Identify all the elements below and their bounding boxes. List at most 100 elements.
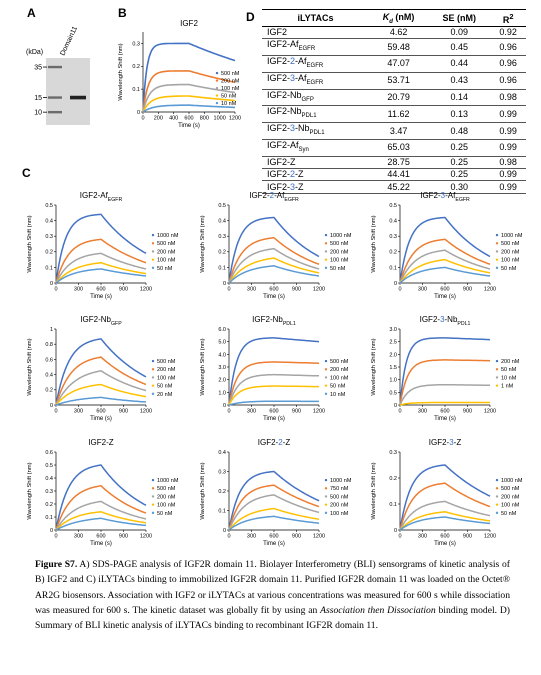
- legend-label: 1000 nM: [330, 233, 352, 239]
- series-line: [399, 500, 491, 531]
- x-tick-label: 900: [119, 534, 128, 540]
- legend-marker: [151, 376, 155, 379]
- series-line: [399, 511, 491, 531]
- y-tick-label: 1.0: [389, 378, 397, 384]
- table-row: IGF2-3-AfEGFR 53.71 0.43 0.96: [262, 72, 526, 90]
- y-tick-label: 0.5: [389, 203, 397, 209]
- y-tick-label: 0.2: [218, 250, 226, 256]
- table-row: IGF2-AfSyn 65.03 0.25 0.99: [262, 139, 526, 157]
- x-tick-label: 0: [54, 534, 57, 540]
- sds-page-gel: (kDa) Domain11 35 15 10: [26, 25, 90, 125]
- row-r2: 0.99: [490, 139, 526, 157]
- chart-igf2-nb-pdl1: IGF2-NbPDL1 0 1.0 2.0 3.0 4.0 5.0 6.0 0 300 600 900…: [200, 315, 349, 422]
- x-tick-label: 600: [96, 534, 105, 540]
- row-ilytac-name: IGF2-2-AfEGFR: [262, 55, 370, 73]
- y-axis-label: Wavelength Shift (nm): [118, 43, 124, 100]
- x-tick-label: 0: [54, 409, 57, 415]
- legend-marker: [151, 384, 155, 387]
- series-line: [142, 70, 236, 113]
- x-axis-label: Time (s): [263, 294, 285, 300]
- legend-marker: [495, 478, 499, 482]
- series-line: [55, 464, 147, 531]
- y-tick-label: 0.2: [132, 64, 140, 70]
- legend-marker: [324, 250, 328, 253]
- series-line: [228, 265, 320, 284]
- legend-label: 50 nM: [501, 367, 517, 373]
- chart-title: IGF2-2-AfEGFR: [249, 191, 299, 203]
- legend-marker: [495, 266, 499, 270]
- series-line: [228, 337, 320, 406]
- legend-marker: [324, 266, 328, 270]
- row-kd: 65.03: [369, 139, 429, 157]
- y-tick-label: 2.0: [389, 352, 397, 358]
- y-axis-label: Wavelength Shift (nm): [27, 215, 33, 272]
- legend-marker: [215, 86, 219, 90]
- y-tick-label: 0.2: [45, 250, 53, 256]
- figure-caption: Figure S7. A) SDS-PAGE analysis of IGF2R…: [35, 557, 510, 633]
- series-line: [55, 261, 147, 284]
- legend-marker: [324, 359, 328, 363]
- header-kd-unit: (nM): [392, 11, 415, 22]
- table-row: IGF2-AfEGFR 59.48 0.45 0.96: [262, 38, 526, 57]
- table-row: IGF2-3-NbPDL1 3.47 0.48 0.99: [262, 122, 526, 141]
- chart-title: IGF2-3-Z: [429, 438, 462, 447]
- row-se: 0.13: [428, 105, 491, 124]
- series-line: [399, 337, 490, 406]
- row-kd: 20.79: [369, 89, 429, 107]
- legend-label: 1000 nM: [501, 478, 523, 484]
- header-kd-sub: d: [389, 18, 393, 25]
- legend-marker: [215, 94, 219, 97]
- legend-label: 100 nM: [501, 503, 520, 509]
- x-axis-label: Time (s): [90, 294, 112, 300]
- x-axis-label: Time (s): [263, 541, 285, 547]
- y-axis-label: Wavelength Shift (nm): [27, 462, 33, 519]
- panel-letter-d: D: [246, 10, 255, 24]
- y-tick-label: 0.5: [218, 203, 226, 209]
- x-tick-label: 900: [292, 534, 301, 540]
- x-tick-label: 300: [418, 409, 427, 415]
- x-tick-label: 600: [440, 287, 449, 293]
- x-tick-label: 1200: [313, 534, 325, 540]
- x-tick-label: 1200: [229, 116, 241, 122]
- y-tick-label: 1.0: [218, 390, 226, 396]
- legend-marker: [495, 503, 499, 506]
- legend-marker: [151, 250, 155, 253]
- y-tick-label: 0.6: [45, 357, 53, 363]
- series-line: [228, 515, 320, 531]
- legend-marker: [324, 392, 328, 396]
- legend-label: 50 nM: [157, 266, 173, 272]
- y-tick-label: 0.2: [389, 250, 397, 256]
- caption-text-1: A) SDS-PAGE analysis of IGF2R domain 11.…: [35, 559, 510, 616]
- y-tick-label: 0.1: [389, 265, 397, 271]
- row-kd: 47.07: [369, 55, 429, 73]
- y-tick-label: 2.0: [218, 378, 226, 384]
- series-line: [55, 213, 147, 284]
- legend-marker: [495, 495, 499, 498]
- legend-marker: [151, 233, 155, 237]
- series-line: [55, 356, 147, 406]
- row-se: 0.45: [428, 38, 491, 57]
- ladder-band: [48, 65, 62, 69]
- legend-label: 750 nM: [330, 486, 349, 492]
- y-tick-label: 0.1: [389, 502, 397, 508]
- series-line: [55, 383, 147, 406]
- y-tick-label: 0.2: [389, 476, 397, 482]
- series-line: [228, 507, 320, 531]
- x-tick-label: 0: [141, 116, 144, 122]
- series-line: [55, 485, 147, 531]
- legend-label: 20 nM: [157, 392, 173, 398]
- series-line: [399, 516, 491, 531]
- series-line: [55, 252, 147, 284]
- legend-label: 200 nM: [221, 79, 240, 85]
- series-line: [228, 237, 320, 284]
- series-line: [142, 42, 236, 113]
- y-tick-label: 0.3: [218, 234, 226, 240]
- legend-marker: [151, 503, 155, 506]
- table-row: IGF2-2-Z 44.41 0.25 0.99: [262, 168, 526, 182]
- gel-marker-label: 10: [34, 110, 42, 117]
- y-tick-label: 0.3: [45, 234, 53, 240]
- x-tick-label: 0: [54, 287, 57, 293]
- legend-label: 1 nM: [501, 384, 514, 390]
- series-line: [399, 464, 491, 531]
- chart-igf2-2-z: IGF2-2-Z 0 0.1 0.2 0.3 0.4 0 300 600 900 1200 Time …: [200, 438, 352, 547]
